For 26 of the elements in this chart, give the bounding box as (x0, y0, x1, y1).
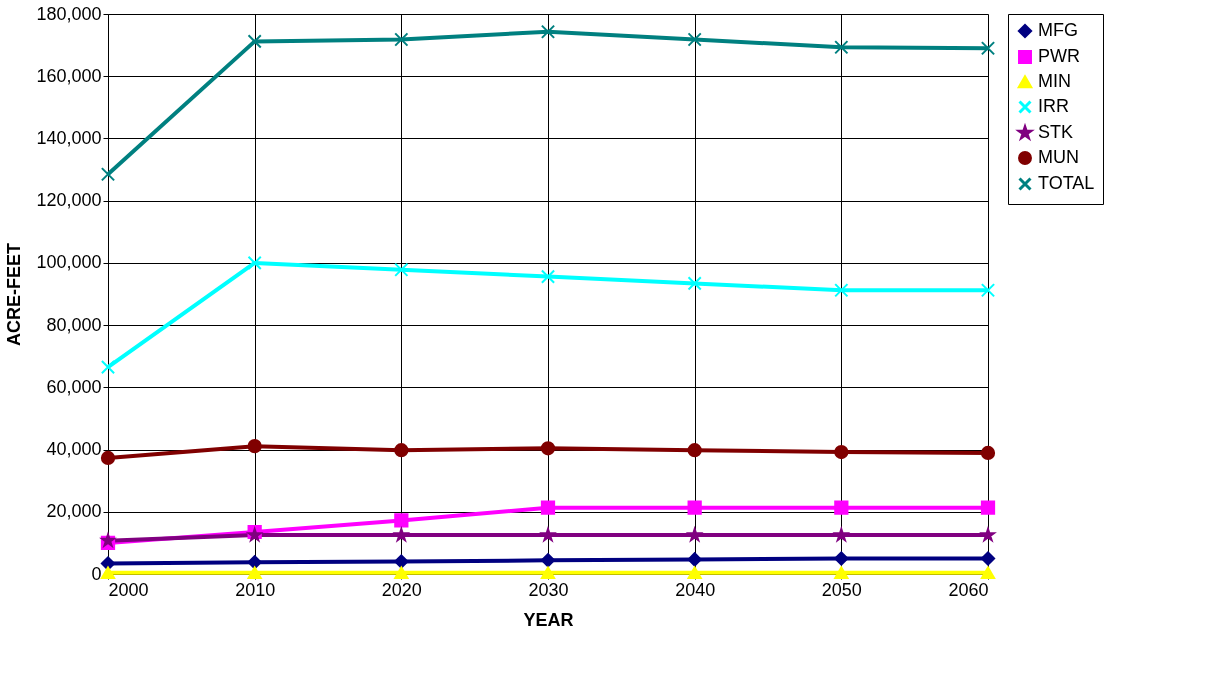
x-tick-label: 2030 (528, 579, 569, 600)
legend-label: TOTAL (1038, 173, 1095, 193)
legend-label: MUN (1038, 147, 1079, 167)
legend-label: MFG (1038, 20, 1078, 40)
x-tick-label: 2040 (675, 579, 716, 600)
y-tick-label: 60,000 (46, 376, 102, 397)
legend-label: PWR (1038, 46, 1080, 66)
x-tick-label: 2020 (381, 579, 422, 600)
y-tick-label: 40,000 (46, 439, 102, 460)
legend-label: IRR (1038, 96, 1069, 116)
y-tick-label: 100,000 (36, 252, 102, 273)
y-tick-label: 120,000 (36, 190, 102, 211)
y-tick-label: 80,000 (46, 314, 102, 335)
y-axis-title: ACRE-FEET (4, 243, 25, 346)
y-tick-label: 180,000 (36, 3, 102, 24)
x-axis-title: YEAR (523, 609, 574, 630)
y-tick-label: 20,000 (46, 501, 102, 522)
y-tick-label: 160,000 (36, 65, 102, 86)
x-tick-label: 2060 (948, 579, 989, 600)
y-tick-label: 0 (91, 563, 102, 584)
legend-label: MIN (1038, 71, 1071, 91)
x-tick-label: 2050 (821, 579, 862, 600)
x-tick-label: 2010 (235, 579, 276, 600)
y-tick-label: 140,000 (36, 127, 102, 148)
legend-label: STK (1038, 122, 1074, 142)
x-tick-label: 2000 (108, 579, 149, 600)
